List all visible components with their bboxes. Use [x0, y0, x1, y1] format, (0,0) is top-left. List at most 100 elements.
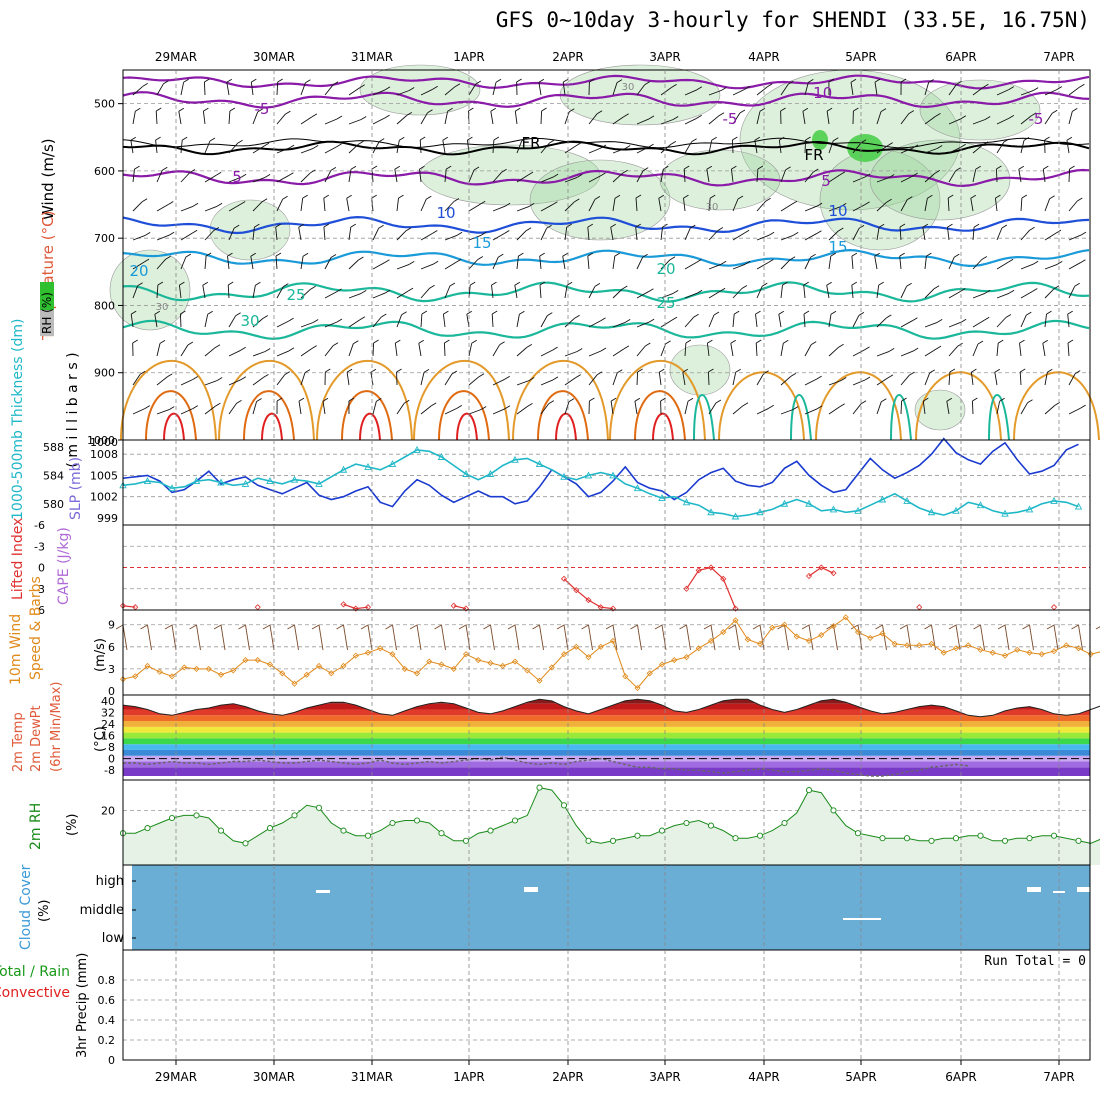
wind-barb-flag: [360, 290, 367, 294]
wind-barb-flag: [1008, 289, 1015, 294]
temp-bands: [123, 699, 1090, 776]
wind-barb-flag: [971, 368, 977, 373]
wind-barb-flag: [850, 78, 857, 83]
wind-barb: [900, 286, 908, 299]
wind-barb-flag: [562, 78, 569, 83]
wind-barb-flag: [408, 261, 415, 265]
wind-barb-flag: [972, 397, 978, 402]
wind-barb: [708, 230, 719, 241]
wind-barb-flag: [665, 340, 671, 345]
wind-barb-flag: [826, 107, 833, 112]
contour-label: 30: [156, 302, 169, 313]
wind-barb: [972, 292, 986, 299]
wind-barb-flag: [624, 145, 631, 149]
wind-barb-flag: [302, 252, 309, 257]
rh-marker: [438, 830, 445, 837]
wind-barb-flag: [696, 114, 702, 119]
wind-barb: [756, 407, 769, 415]
date-label-top: 31MAR: [351, 50, 393, 64]
date-label-top: 3APR: [649, 50, 680, 64]
li-tick: 6: [38, 604, 45, 617]
wind-barb-flag: [423, 369, 430, 373]
wind-barb: [420, 112, 428, 125]
wind-barb: [635, 227, 638, 241]
w10-barb-flag: [115, 624, 124, 630]
ylabel-w10-unit: (m/s): [93, 638, 108, 672]
wind-barb-flag: [137, 282, 143, 287]
wind-barb-flag: [1079, 83, 1085, 88]
wind-barb-flag: [789, 256, 796, 261]
li-marker: [916, 604, 923, 611]
wind-barb: [756, 262, 769, 270]
rh-marker: [634, 832, 641, 839]
wind-barb: [804, 171, 814, 183]
w10-marker: [279, 670, 286, 677]
wind-barb: [876, 201, 887, 212]
wind-barb-flag: [816, 202, 823, 207]
wind-barb-flag: [1055, 229, 1062, 234]
wind-barb-flag: [589, 397, 595, 402]
w10-marker: [916, 642, 923, 649]
wind-barb-flag: [878, 223, 885, 228]
isotherm-40: [163, 412, 185, 441]
wind-barb: [204, 314, 209, 328]
wind-barb-flag: [933, 285, 940, 290]
wind-barb-flag: [669, 256, 676, 261]
wind-barb: [588, 175, 601, 183]
thickness-line: [122, 449, 1079, 518]
wind-barb-flag: [887, 142, 893, 146]
wind-barb-flag: [514, 281, 521, 286]
w10-marker: [389, 651, 396, 658]
isotherm-20: [122, 281, 1090, 303]
ylabel-wind: Wind (m/s): [39, 138, 57, 220]
wind-barb: [324, 84, 334, 96]
w10-ylabel-2: Speed & Barbs: [28, 576, 44, 680]
wind-barb: [156, 284, 159, 299]
wind-barb-flag: [957, 342, 963, 347]
wind-barb-flag: [946, 397, 953, 402]
wind-barb: [683, 198, 686, 212]
w10-barb: [220, 624, 226, 651]
wind-barb: [420, 88, 433, 96]
w10-marker: [524, 667, 531, 674]
wind-barb-flag: [828, 78, 835, 83]
wind-barb: [900, 113, 910, 125]
w10-barb-flag: [409, 624, 418, 630]
wind-barb: [348, 143, 359, 154]
thickness-marker: [560, 472, 568, 480]
wind-barb: [468, 259, 479, 270]
wind-barb: [947, 197, 950, 212]
wind-barb-flag: [288, 144, 295, 149]
wind-barb: [732, 288, 743, 299]
wind-barb: [948, 146, 961, 154]
wind-barb: [252, 318, 264, 328]
wind-barb-flag: [1080, 404, 1086, 409]
wind-barb-flag: [187, 341, 194, 346]
wind-barb: [972, 144, 984, 154]
w10-barb: [588, 624, 593, 651]
wind-barb-flag: [384, 289, 391, 294]
w10-tick: 6: [108, 641, 115, 654]
wind-barb: [276, 113, 286, 125]
w10-barb-flag: [164, 624, 173, 630]
wind-barb: [755, 314, 758, 328]
w10-marker: [854, 629, 862, 636]
wind-barb-flag: [880, 108, 887, 112]
wind-barb-flag: [154, 310, 161, 315]
w10-marker: [830, 623, 837, 630]
wind-barb-flag: [288, 172, 294, 177]
wind-barb: [996, 401, 1001, 415]
w10-marker: [928, 640, 935, 647]
wind-barb: [706, 343, 710, 357]
wind-barb: [612, 256, 616, 270]
wind-barb-flag: [984, 289, 991, 294]
wind-barb-flag: [996, 165, 1002, 170]
wind-barb: [1020, 197, 1023, 212]
wind-barb-flag: [215, 402, 221, 407]
wind-barb-flag: [405, 227, 412, 232]
date-label-top: 29MAR: [155, 50, 197, 64]
wind-barb: [804, 344, 812, 357]
wind-barb-flag: [359, 84, 365, 89]
wind-barb-flag: [283, 283, 289, 287]
wind-barb: [204, 230, 215, 241]
